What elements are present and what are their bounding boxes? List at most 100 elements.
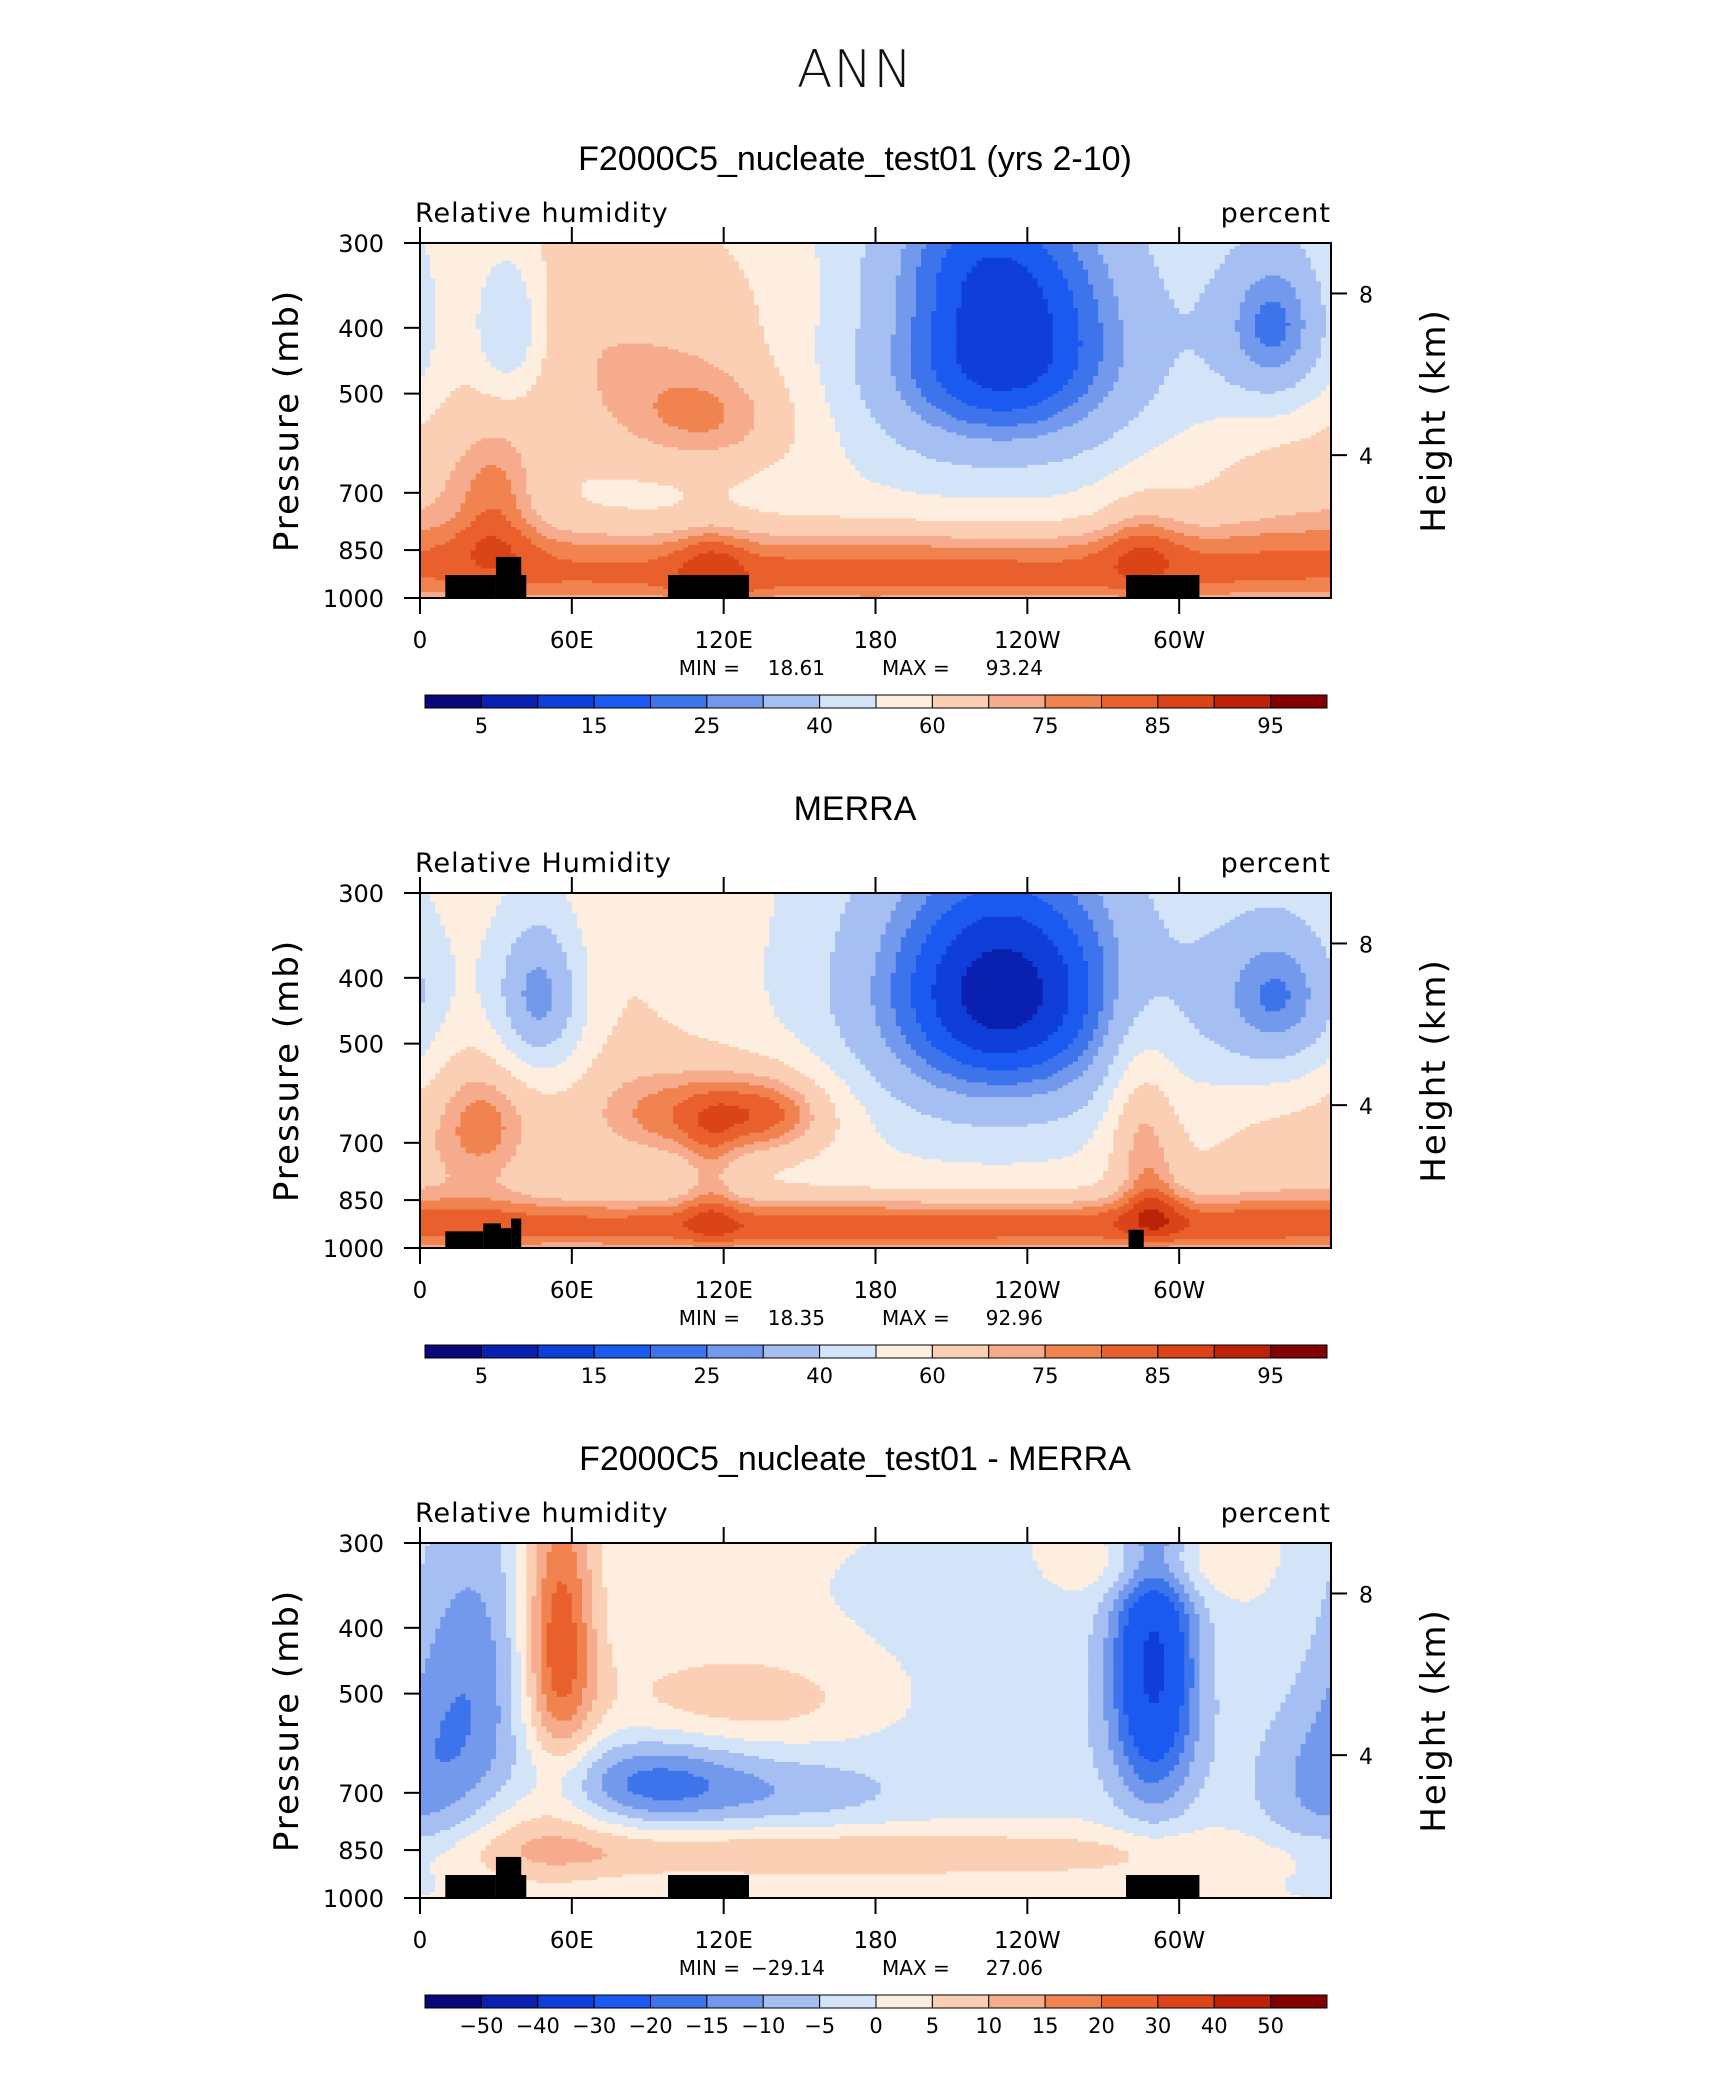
colorbar-label: 25 <box>694 1364 721 1388</box>
y-tick-label: 500 <box>338 381 384 409</box>
colorbar-swatch <box>932 695 988 708</box>
y2-tick-label: 4 <box>1359 1095 1373 1120</box>
min-label: MIN = <box>679 656 740 680</box>
colorbar-swatch <box>763 1345 819 1358</box>
x-tick-label: 60W <box>1153 1278 1205 1304</box>
colorbar-label: 85 <box>1145 1364 1172 1388</box>
x-tick-label: 120W <box>994 628 1061 654</box>
colorbar-swatch <box>425 695 481 708</box>
topography-mask <box>445 1231 483 1248</box>
colorbar-swatch <box>594 695 650 708</box>
y2-tick-label: 4 <box>1359 445 1373 470</box>
y-tick-label: 300 <box>338 230 384 258</box>
y-tick-label: 400 <box>338 965 384 993</box>
variable-label: Relative humidity <box>415 198 669 229</box>
colorbar-swatch <box>707 1345 763 1358</box>
x-tick-label: 0 <box>413 1278 428 1304</box>
colorbar-swatch <box>763 695 819 708</box>
y-tick-label: 850 <box>338 537 384 565</box>
panel-difference: F2000C5_nucleate_test01 - MERRA Relative… <box>0 1440 1710 2090</box>
colorbar-swatch <box>932 1345 988 1358</box>
x-tick-label: 120W <box>994 1278 1061 1304</box>
min-value: 18.35 <box>768 1306 825 1330</box>
contour-field <box>420 893 1332 1249</box>
colorbar-label: 15 <box>581 714 608 738</box>
colorbar-swatch <box>820 695 876 708</box>
colorbar-label: 15 <box>581 1364 608 1388</box>
colorbar-swatch <box>1045 695 1101 708</box>
y-tick-label: 1000 <box>323 585 384 613</box>
y2-axis-title: Height (km) <box>1414 308 1454 533</box>
y2-tick-label: 8 <box>1359 933 1373 958</box>
colorbar-swatch <box>594 1345 650 1358</box>
units-label: percent <box>1221 848 1331 879</box>
x-tick-label: 60E <box>550 628 594 654</box>
units-label: percent <box>1221 198 1331 229</box>
min-label: MIN = <box>679 1306 740 1330</box>
colorbar-label: 60 <box>919 714 946 738</box>
figure: ANN F2000C5_nucleate_test01 (yrs 2-10) R… <box>0 0 1710 2038</box>
colorbar-swatch <box>1102 1345 1158 1358</box>
colorbar-swatch <box>1271 1345 1327 1358</box>
y-tick-label: 1000 <box>323 1235 384 1263</box>
x-tick-label: 120E <box>694 1278 752 1304</box>
colorbar-swatch <box>989 1345 1045 1358</box>
max-value: 93.24 <box>986 656 1043 680</box>
colorbar-swatch <box>651 1345 707 1358</box>
colorbar-label: 75 <box>1032 1364 1059 1388</box>
min-value: 18.61 <box>768 656 825 680</box>
colorbar-swatch <box>876 695 932 708</box>
topography-mask <box>668 575 749 598</box>
topography-mask <box>496 575 526 598</box>
contour-field <box>420 243 1332 599</box>
y2-axis-title: Height (km) <box>1414 958 1454 1183</box>
y-tick-label: 300 <box>338 880 384 908</box>
figure-title: ANN <box>0 40 1710 100</box>
colorbar-label: 95 <box>1257 714 1284 738</box>
colorbar-swatch <box>876 1345 932 1358</box>
colorbar-swatch <box>538 1345 594 1358</box>
colorbar-label: 5 <box>475 714 488 738</box>
variable-label: Relative Humidity <box>415 848 672 879</box>
y-tick-label: 400 <box>338 315 384 343</box>
x-tick-label: 180 <box>854 1278 898 1304</box>
topography-mask <box>1129 1230 1144 1248</box>
colorbar-swatch <box>481 695 537 708</box>
colorbar-label: 75 <box>1032 714 1059 738</box>
colorbar-label: 40 <box>806 1364 833 1388</box>
x-tick-label: 60W <box>1153 628 1205 654</box>
colorbar-swatch <box>538 695 594 708</box>
panel-model: F2000C5_nucleate_test01 (yrs 2-10) Relat… <box>0 140 1710 790</box>
y-tick-label: 500 <box>338 1031 384 1059</box>
colorbar-swatch <box>1102 695 1158 708</box>
y-tick-label: 700 <box>338 1130 384 1158</box>
colorbar-label: 5 <box>475 1364 488 1388</box>
colorbar-swatch <box>425 1345 481 1358</box>
y2-tick-label: 8 <box>1359 283 1373 308</box>
y-tick-label: 700 <box>338 480 384 508</box>
colorbar-swatch <box>1214 1345 1270 1358</box>
colorbar-label: 60 <box>919 1364 946 1388</box>
contour-field <box>420 1543 1332 1899</box>
colorbar-label: 85 <box>1145 714 1172 738</box>
colorbar-label: 40 <box>806 714 833 738</box>
y-axis-title: Pressure (mb) <box>267 289 307 552</box>
max-label: MAX = <box>882 656 950 680</box>
colorbar-swatch <box>820 1345 876 1358</box>
colorbar-swatch <box>989 695 1045 708</box>
colorbar-label: 25 <box>694 714 721 738</box>
topography-mask <box>1126 575 1199 598</box>
max-value: 92.96 <box>986 1306 1043 1330</box>
x-tick-label: 180 <box>854 628 898 654</box>
colorbar-swatch <box>481 1345 537 1358</box>
colorbar-swatch <box>1045 1345 1101 1358</box>
x-tick-label: 0 <box>413 628 428 654</box>
topography-mask <box>445 575 496 598</box>
y-tick-label: 850 <box>338 1187 384 1215</box>
max-label: MAX = <box>882 1306 950 1330</box>
colorbar-swatch <box>1158 695 1214 708</box>
